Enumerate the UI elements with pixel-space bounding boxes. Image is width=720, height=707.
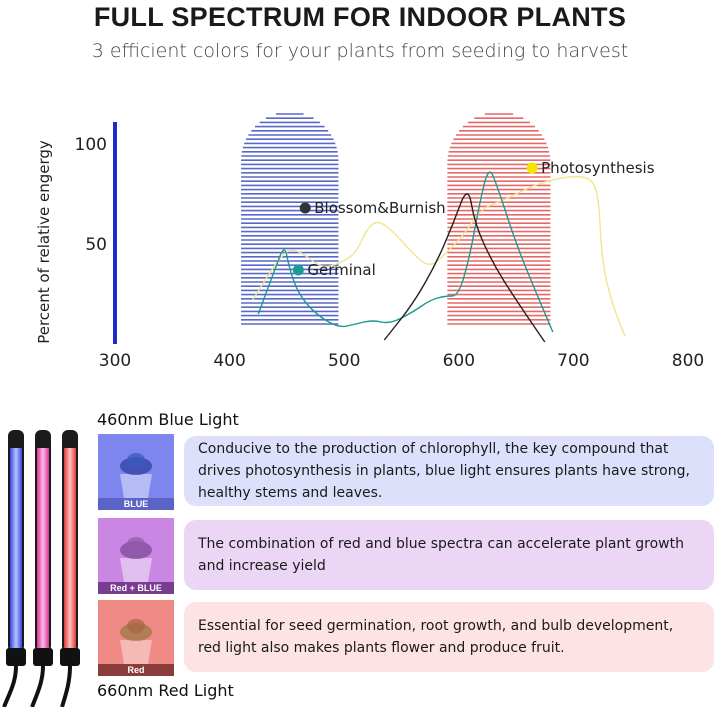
annotation-label: Blossom&Burnish bbox=[314, 199, 445, 217]
x-tick-label: 400 bbox=[213, 351, 245, 371]
annotation-label: Photosynthesis bbox=[541, 159, 655, 177]
page-subtitle: 3 efficient colors for your plants from … bbox=[91, 40, 629, 62]
plant-thumbnail-blue: BLUE bbox=[98, 434, 174, 510]
plant-thumbnail-red-blue: Red + BLUE bbox=[98, 518, 174, 594]
thumbnail-caption: BLUE bbox=[98, 498, 174, 510]
blue-band bbox=[241, 113, 339, 325]
annotation-marker bbox=[526, 162, 538, 174]
description-box: The combination of red and blue spectra … bbox=[184, 520, 714, 590]
x-tick-label: 500 bbox=[328, 351, 360, 371]
description-text: Essential for seed germination, root gro… bbox=[198, 618, 674, 656]
blue-light-heading: 460nm Blue Light bbox=[97, 410, 239, 429]
annotation-label: Germinal bbox=[307, 261, 375, 279]
spectrum-curve-2 bbox=[383, 193, 546, 343]
x-tick-label: 300 bbox=[99, 351, 131, 371]
plant-thumbnail-red: Red bbox=[98, 600, 174, 676]
description-text: Conducive to the production of chlorophy… bbox=[198, 441, 690, 501]
x-tick-label: 600 bbox=[443, 351, 475, 371]
red-band bbox=[447, 113, 551, 325]
description-box: Conducive to the production of chlorophy… bbox=[184, 436, 714, 506]
lamp-pink bbox=[30, 430, 53, 707]
x-tick-label: 800 bbox=[672, 351, 704, 371]
spectrum-chart: 300 400 500 600 700 800 50 100 Blossom&Burnish G… bbox=[35, 113, 704, 371]
y-axis-label: Percent of relative engergy bbox=[35, 140, 53, 344]
lamp-blue bbox=[2, 430, 26, 707]
x-tick-label: 700 bbox=[557, 351, 589, 371]
y-tick-label: 100 bbox=[75, 135, 107, 155]
y-tick-label: 50 bbox=[85, 235, 107, 255]
thumbnail-caption: Red bbox=[98, 664, 174, 676]
red-light-heading: 660nm Red Light bbox=[97, 681, 234, 700]
description-box: Essential for seed germination, root gro… bbox=[184, 602, 714, 672]
thumbnail-caption: Red + BLUE bbox=[98, 582, 174, 594]
annotation-marker bbox=[292, 264, 304, 276]
lamp-red bbox=[60, 430, 80, 707]
spectrum-curve-0 bbox=[251, 175, 626, 337]
grow-light-sticks-illustration bbox=[2, 430, 80, 707]
description-text: The combination of red and blue spectra … bbox=[198, 536, 684, 574]
page-title: FULL SPECTRUM FOR INDOOR PLANTS bbox=[93, 2, 627, 32]
annotation-marker bbox=[299, 202, 311, 214]
